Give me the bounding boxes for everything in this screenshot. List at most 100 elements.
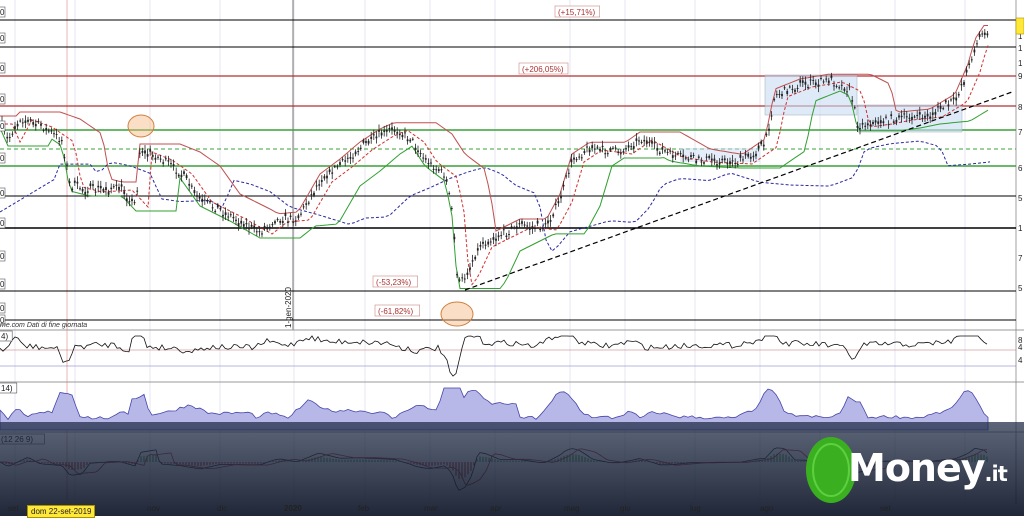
candle-body: [196, 195, 198, 197]
candle-body: [760, 141, 763, 145]
candle-body: [365, 141, 367, 143]
candle-body: [773, 99, 776, 101]
candle-body: [216, 204, 219, 208]
candle-body: [765, 134, 768, 136]
percent-label-box: [372, 275, 419, 288]
rsi-line: [0, 335, 988, 377]
candle-body: [986, 33, 989, 36]
candle-body: [573, 157, 575, 160]
candle-body: [37, 120, 40, 122]
candle-body: [430, 162, 432, 164]
candle-body: [463, 278, 466, 280]
candle-body: [604, 153, 607, 155]
long-moving-average: [0, 140, 991, 252]
candle-body: [63, 157, 66, 159]
left-axis-box: [0, 302, 6, 314]
candle-body: [885, 116, 887, 118]
candle-body: [66, 165, 68, 167]
percent-label: (+15,71%): [558, 8, 595, 17]
candle-body: [495, 238, 497, 241]
candle-body: [513, 227, 516, 229]
candle-body: [700, 161, 703, 163]
rising-trendline: [464, 91, 1013, 291]
candle-body: [635, 138, 638, 141]
candle-body: [263, 225, 266, 228]
right-axis-label: 7: [1018, 254, 1023, 263]
candle-body: [60, 139, 63, 142]
right-axis-label: 8: [1018, 103, 1023, 112]
candle-body: [684, 157, 687, 159]
short-moving-average: [0, 45, 989, 286]
candle-body: [822, 81, 825, 83]
candle-body: [500, 235, 503, 237]
candle-body: [788, 86, 791, 88]
candle-body: [812, 79, 815, 81]
left-axis-label: 0: [0, 304, 5, 313]
left-axis-box: [0, 62, 6, 74]
candle-body: [632, 146, 635, 149]
candle-body: [258, 231, 261, 233]
candle-body: [638, 140, 640, 142]
highlight-circle: [127, 114, 155, 138]
candle-body: [970, 59, 973, 61]
left-axis-box: [0, 93, 6, 105]
candle-body: [357, 150, 360, 152]
candle-body: [820, 77, 822, 79]
candle-body: [341, 159, 344, 161]
candle-body: [411, 138, 414, 140]
candle-body: [297, 215, 300, 219]
right-axis-label: 1: [1018, 59, 1023, 68]
candle-body: [861, 123, 864, 125]
candle-body: [68, 181, 71, 184]
candle-body: [505, 235, 508, 238]
candle-body: [840, 84, 843, 86]
candle-body: [34, 123, 37, 127]
left-axis-box: [0, 32, 6, 44]
candle-body: [939, 106, 942, 109]
candle-body: [287, 221, 289, 223]
candle-body: [835, 85, 838, 87]
candle-body: [253, 225, 256, 228]
candle-body: [952, 97, 955, 100]
candle-body: [294, 220, 297, 222]
candle-body: [154, 157, 157, 160]
candle-body: [222, 214, 224, 217]
panel-label-box: [0, 330, 13, 342]
candle-body: [76, 181, 79, 184]
left-axis-label: 0: [0, 154, 5, 163]
candle-body: [266, 226, 269, 230]
candle-body: [232, 216, 235, 219]
candle-body: [58, 140, 61, 142]
right-axis-label: 5: [1018, 284, 1023, 293]
candle-body: [856, 125, 859, 128]
candle-body: [318, 184, 321, 186]
left-axis-box: [0, 152, 6, 164]
candle-body: [848, 86, 851, 88]
candle-body: [726, 162, 729, 165]
candle-body: [921, 117, 924, 119]
candle-body: [627, 145, 630, 148]
candle-body: [528, 227, 531, 230]
candle-body: [248, 227, 250, 230]
candle-body: [6, 136, 9, 139]
candle-body: [443, 176, 445, 178]
candle-body: [879, 120, 882, 124]
candle-body: [21, 122, 24, 124]
right-axis-label: 8: [1018, 336, 1023, 345]
candle-body: [601, 145, 604, 148]
candle-body: [323, 176, 326, 179]
candle-body: [128, 201, 131, 203]
candle-body: [562, 184, 565, 187]
candle-body: [484, 244, 487, 246]
source-note: me.com Dati di fine giornata: [0, 322, 88, 329]
candle-body: [567, 172, 570, 174]
candle-body: [671, 155, 674, 158]
candle-body: [869, 124, 872, 127]
candle-body: [846, 91, 848, 93]
candle-body: [708, 155, 711, 159]
right-axis-label: 1: [1018, 44, 1023, 53]
candle-body: [882, 121, 885, 124]
x-axis-label: ago: [760, 504, 774, 513]
candle-body: [151, 155, 154, 157]
candle-body: [346, 157, 349, 159]
